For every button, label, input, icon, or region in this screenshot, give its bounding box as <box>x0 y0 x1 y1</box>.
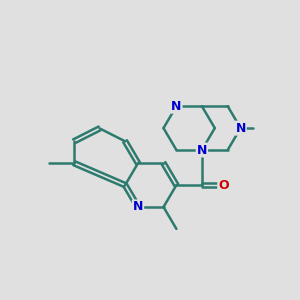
Text: O: O <box>218 178 229 192</box>
Text: N: N <box>197 143 207 157</box>
Text: N: N <box>133 200 143 214</box>
Text: N: N <box>236 122 246 135</box>
Text: N: N <box>171 100 182 113</box>
